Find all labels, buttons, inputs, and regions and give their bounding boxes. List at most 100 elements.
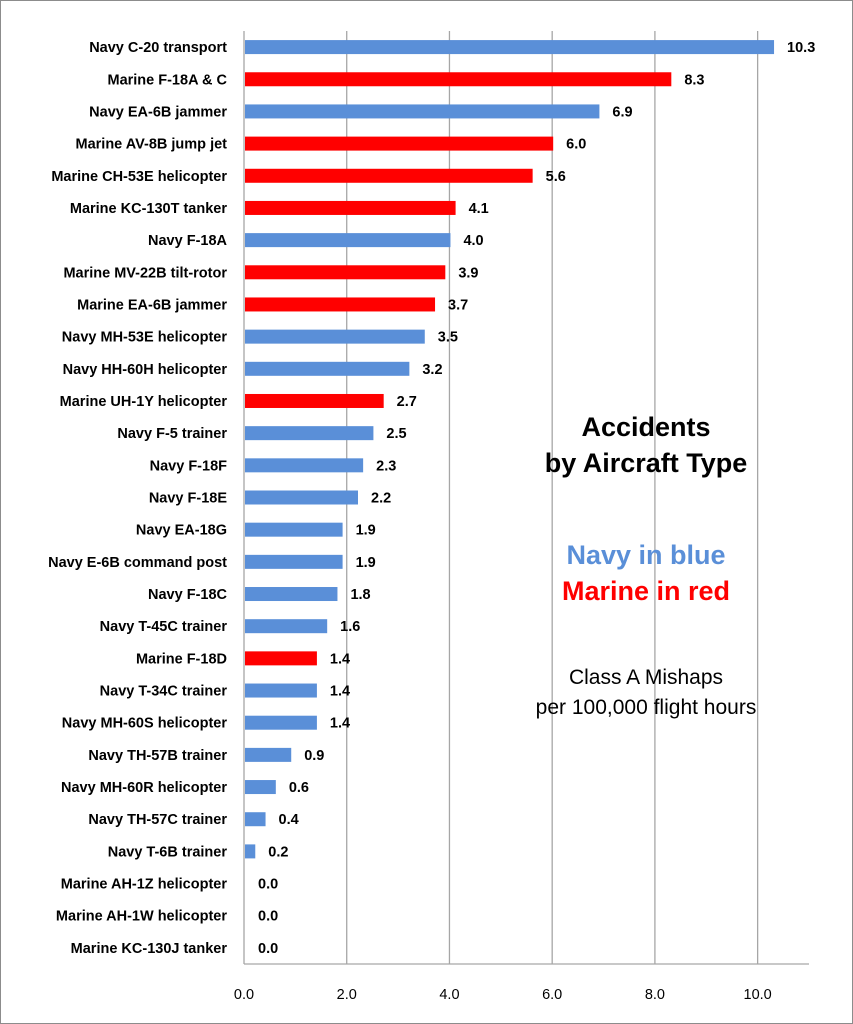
data-label: 3.5 xyxy=(438,330,458,346)
data-label: 2.3 xyxy=(376,458,396,474)
data-label: 2.5 xyxy=(386,426,406,442)
bar xyxy=(245,812,266,827)
category-label: Navy MH-60R helicopter xyxy=(61,780,227,796)
bar xyxy=(245,619,328,634)
bar xyxy=(245,72,672,87)
category-label: Navy T-6B trainer xyxy=(108,844,228,860)
category-label: Marine AH-1Z helicopter xyxy=(61,877,228,893)
data-label: 0.0 xyxy=(258,941,278,957)
data-label: 3.2 xyxy=(422,362,442,378)
data-label: 2.7 xyxy=(397,394,417,410)
category-label: Navy T-45C trainer xyxy=(100,619,228,635)
bar xyxy=(245,490,358,505)
category-label: Marine AH-1W helicopter xyxy=(56,909,227,925)
category-label: Navy F-18C xyxy=(148,587,228,603)
data-label: 0.4 xyxy=(279,812,299,828)
data-label: 1.8 xyxy=(350,587,370,603)
category-label: Navy HH-60H helicopter xyxy=(63,362,228,378)
title-line-1: Accidents xyxy=(581,412,711,442)
category-label: Navy MH-53E helicopter xyxy=(62,330,228,346)
data-label: 3.9 xyxy=(458,265,478,281)
category-label: Marine UH-1Y helicopter xyxy=(60,394,228,410)
bar xyxy=(245,780,276,795)
data-label: 4.1 xyxy=(469,201,489,217)
category-label: Navy F-18A xyxy=(148,233,228,249)
data-label: 8.3 xyxy=(684,72,704,88)
category-label: Marine CH-53E helicopter xyxy=(51,169,227,185)
category-label: Navy F-18F xyxy=(150,458,228,474)
title-line-2: by Aircraft Type xyxy=(544,448,748,478)
x-tick-label: 10.0 xyxy=(744,987,772,1003)
data-label: 0.2 xyxy=(268,844,288,860)
category-label: Marine KC-130J tanker xyxy=(71,941,228,957)
category-label: Navy E-6B command post xyxy=(48,555,227,571)
data-label: 1.4 xyxy=(330,684,350,700)
legend-navy: Navy in blue xyxy=(566,540,726,570)
x-tick-label: 8.0 xyxy=(645,987,665,1003)
data-label: 6.0 xyxy=(566,137,586,153)
bar xyxy=(245,651,317,666)
x-tick-label: 2.0 xyxy=(337,987,357,1003)
x-tick-label: 4.0 xyxy=(439,987,459,1003)
bar xyxy=(245,104,600,119)
data-label: 0.6 xyxy=(289,780,309,796)
bar xyxy=(245,458,364,473)
bar xyxy=(245,426,374,441)
category-label: Navy MH-60S helicopter xyxy=(62,716,228,732)
data-label: 1.4 xyxy=(330,716,350,732)
data-label: 5.6 xyxy=(546,169,566,185)
data-label: 1.9 xyxy=(356,523,376,539)
data-label: 0.0 xyxy=(258,877,278,893)
category-label: Navy TH-57C trainer xyxy=(88,812,227,828)
x-tick-label: 6.0 xyxy=(542,987,562,1003)
category-label: Marine MV-22B tilt-rotor xyxy=(63,265,227,281)
category-label: Marine EA-6B jammer xyxy=(77,297,227,313)
subtitle-line-2: per 100,000 flight hours xyxy=(535,696,757,719)
data-label: 1.4 xyxy=(330,651,350,667)
category-label: Navy TH-57B trainer xyxy=(88,748,227,764)
legend-marine: Marine in red xyxy=(561,576,731,606)
bar xyxy=(245,683,317,698)
category-label: Marine AV-8B jump jet xyxy=(76,137,228,153)
bar xyxy=(245,297,436,312)
bar xyxy=(245,393,384,408)
bar xyxy=(245,233,451,248)
x-tick-label: 0.0 xyxy=(234,987,254,1003)
category-label: Marine KC-130T tanker xyxy=(70,201,227,217)
category-label: Navy F-5 trainer xyxy=(117,426,227,442)
data-label: 1.9 xyxy=(356,555,376,571)
subtitle-line-1: Class A Mishaps xyxy=(568,666,724,689)
category-label: Navy EA-6B jammer xyxy=(89,104,227,120)
category-label: Navy F-18E xyxy=(149,491,228,507)
category-label: Marine F-18D xyxy=(136,651,227,667)
bar xyxy=(245,329,425,344)
bar xyxy=(245,200,456,215)
category-label: Marine F-18A & C xyxy=(107,72,227,88)
data-label: 2.2 xyxy=(371,491,391,507)
bar xyxy=(245,265,446,280)
legend: Navy in blue Marine in red xyxy=(491,537,801,609)
bar xyxy=(245,747,292,762)
bar xyxy=(245,554,343,569)
chart-subtitle: Class A Mishaps per 100,000 flight hours xyxy=(491,663,801,723)
bar xyxy=(245,844,256,859)
bar xyxy=(245,361,410,376)
category-label: Navy C-20 transport xyxy=(89,40,227,56)
bar xyxy=(245,587,338,602)
data-label: 6.9 xyxy=(612,104,632,120)
data-label: 0.0 xyxy=(258,909,278,925)
data-label: 10.3 xyxy=(787,40,815,56)
data-label: 4.0 xyxy=(463,233,483,249)
bar xyxy=(245,136,554,151)
data-label: 3.7 xyxy=(448,297,468,313)
bar xyxy=(245,168,533,183)
bar xyxy=(245,40,775,55)
data-label: 0.9 xyxy=(304,748,324,764)
bar xyxy=(245,522,343,537)
data-label: 1.6 xyxy=(340,619,360,635)
category-label: Navy EA-18G xyxy=(136,523,227,539)
chart-title: Accidents by Aircraft Type xyxy=(491,409,801,481)
bar xyxy=(245,715,317,730)
